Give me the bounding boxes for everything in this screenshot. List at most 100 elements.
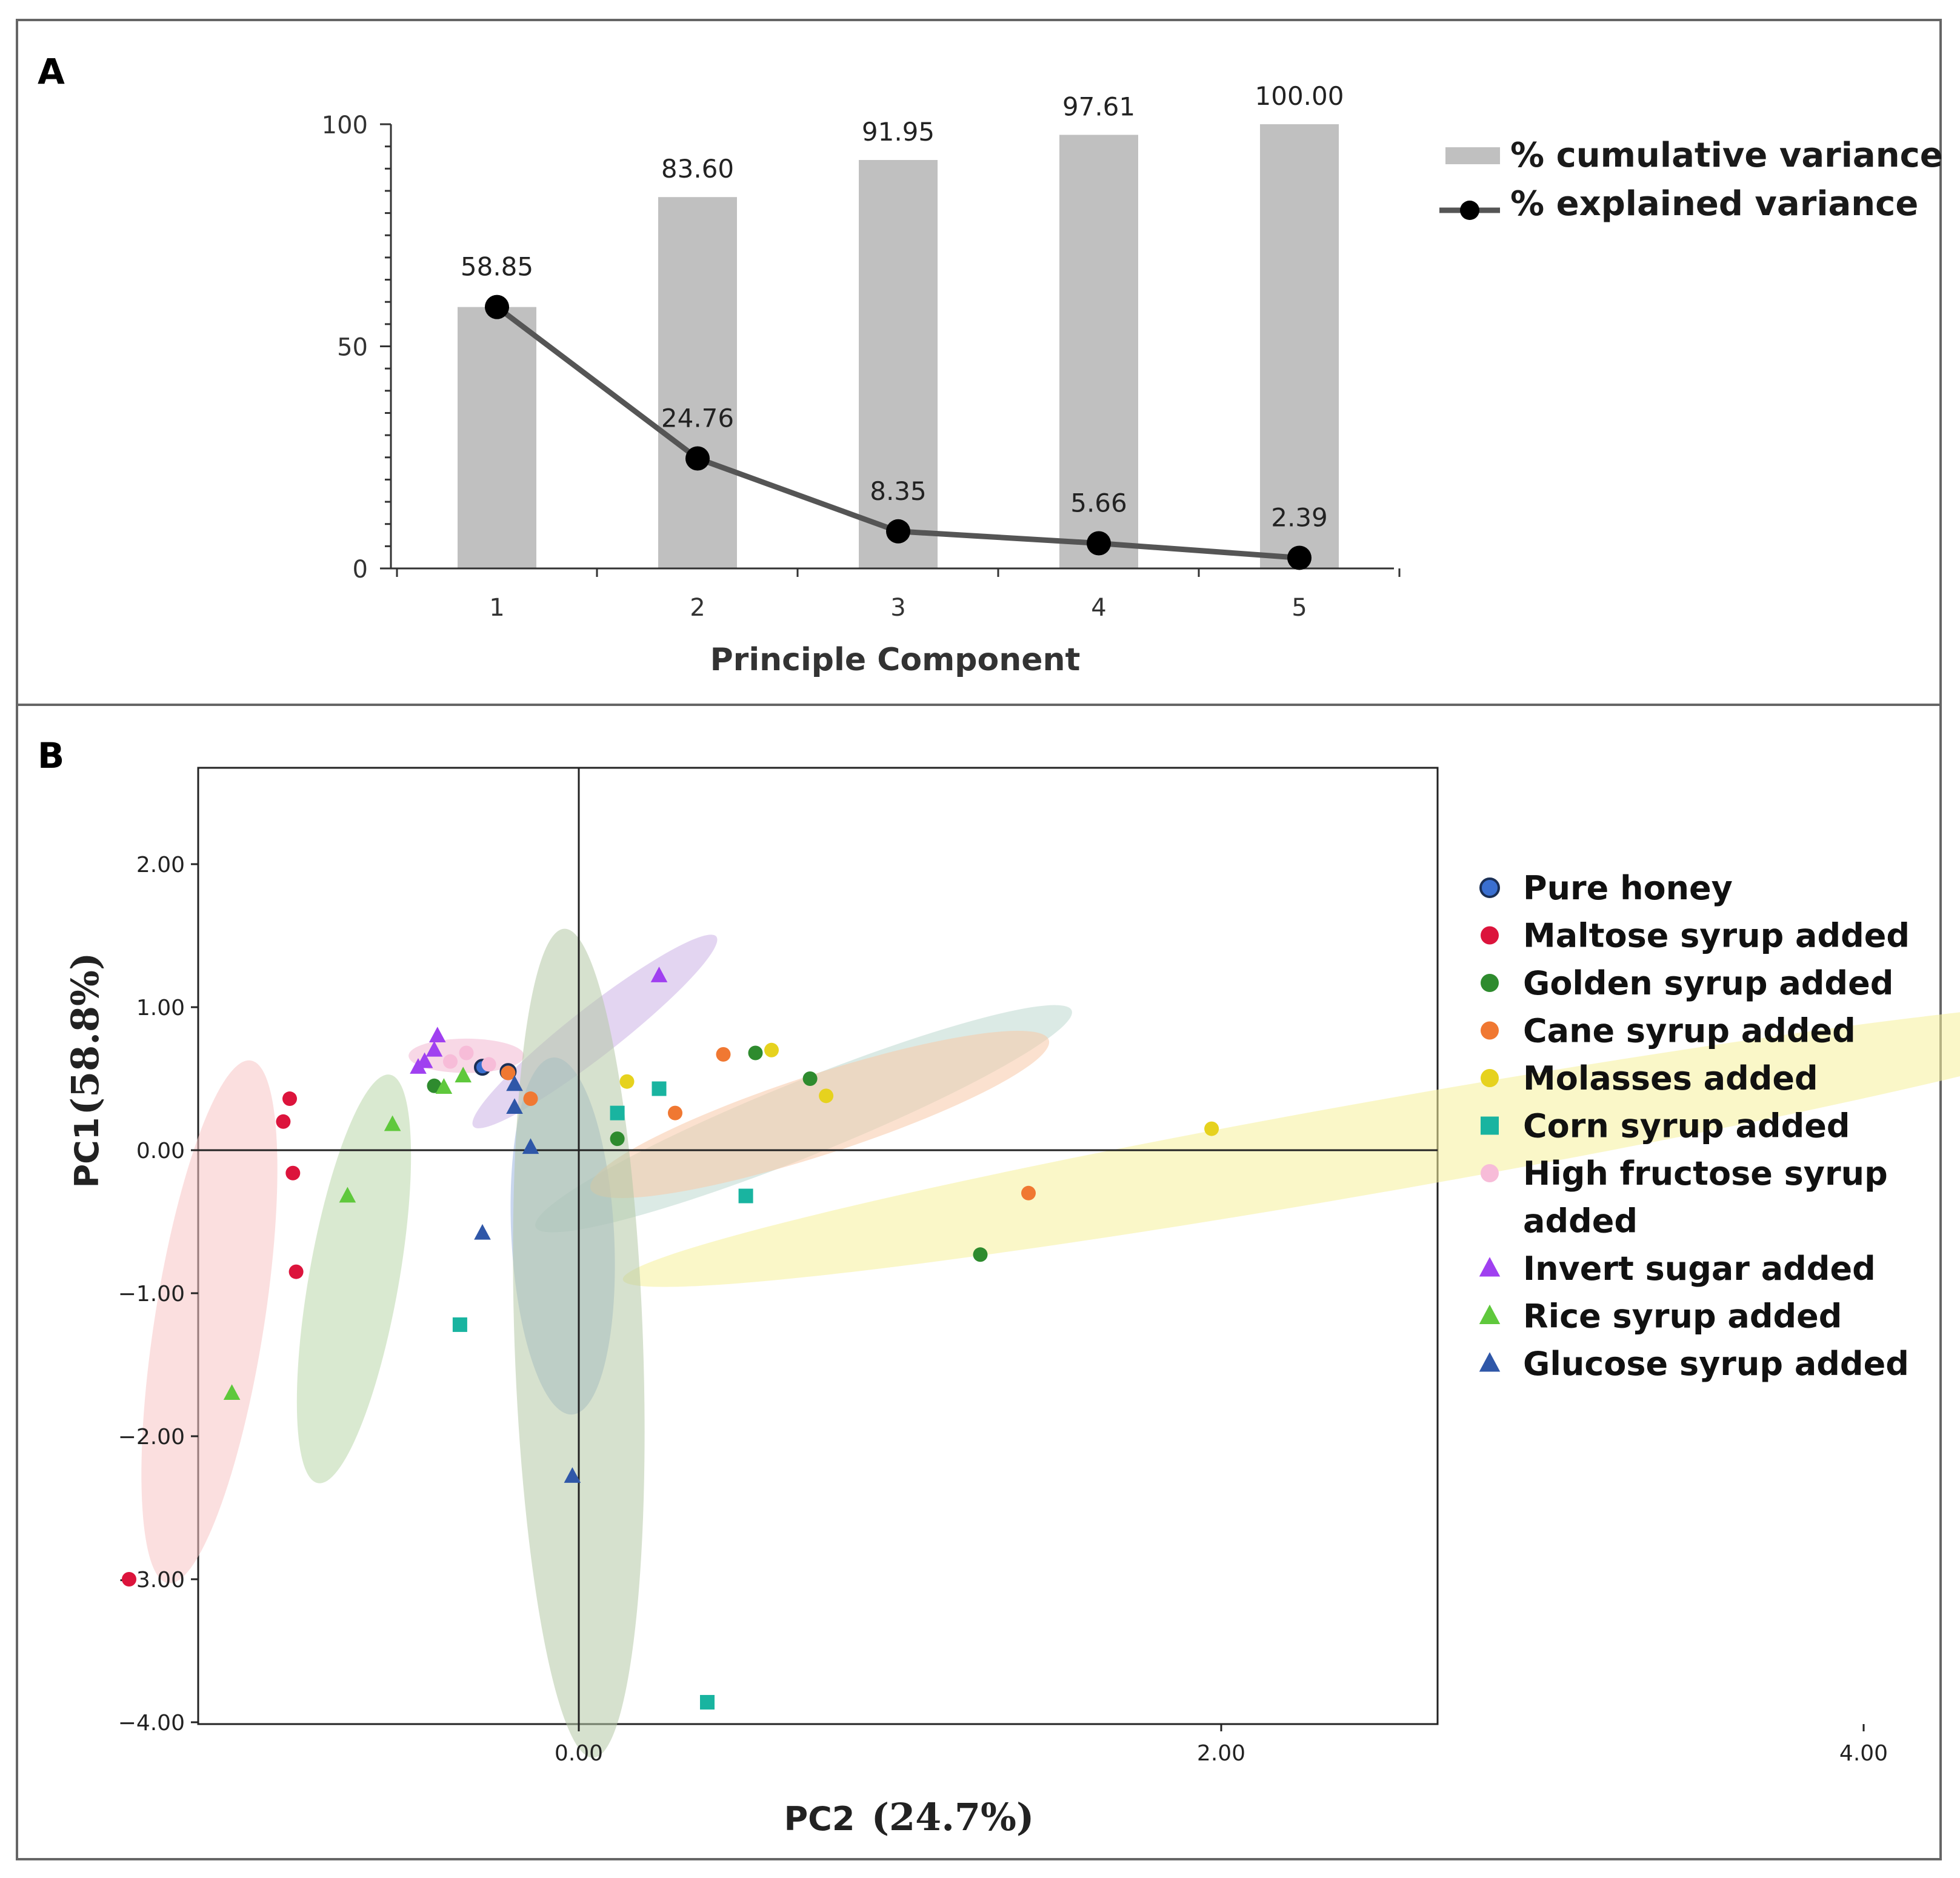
point-cane-syrup-added-3 — [716, 1047, 731, 1062]
point-golden-syrup-added-3 — [802, 1071, 818, 1086]
b-x-tick-label: 0.00 — [555, 1741, 603, 1766]
a-legend: % cumulative variance % explained varian… — [1439, 136, 1943, 224]
point-high-fructose-syrup-added-1 — [443, 1054, 458, 1069]
legend-marker-molasses-added — [1481, 1069, 1499, 1087]
panel-b: B −2.000.002.004.002.001.000.00−1.00−2.0… — [38, 735, 1960, 1839]
legend-explained-marker-icon — [1460, 201, 1479, 220]
a-x-tick-label: 4 — [1091, 594, 1106, 622]
explained-point-3 — [886, 519, 910, 544]
b-x-tick-label: 4.00 — [1839, 1741, 1888, 1766]
confidence-ellipse-7 — [622, 999, 1960, 1287]
cumulative-label-3: 91.95 — [862, 117, 935, 147]
confidence-ellipse-8 — [590, 1031, 1050, 1198]
point-corn-syrup-added-1 — [610, 1105, 625, 1120]
b-y-tick-label: −1.00 — [118, 1282, 185, 1307]
b-y-tick-label: −4.00 — [118, 1711, 185, 1736]
legend-label-corn-syrup-added: Corn syrup added — [1523, 1107, 1850, 1145]
point-glucose-syrup-added-5 — [564, 1467, 581, 1483]
explained-point-5 — [1287, 545, 1312, 570]
cumulative-label-2: 83.60 — [661, 154, 734, 184]
point-maltose-syrup-added-5 — [122, 1572, 136, 1587]
b-legend: Pure honey Maltose syrup added Golden syru… — [1479, 869, 1910, 1383]
point-corn-syrup-added-2 — [652, 1081, 667, 1096]
point-rice-syrup-added-5 — [223, 1384, 241, 1400]
point-rice-syrup-added-2 — [455, 1067, 472, 1083]
point-invert-sugar-added-5 — [650, 967, 668, 982]
legend-marker-high-fructose-syrup — [1481, 1164, 1499, 1182]
explained-label-2: 24.76 — [661, 404, 734, 433]
bar-cumulative-2 — [658, 197, 737, 568]
a-explained-line — [485, 295, 1312, 570]
legend-label-molasses-added: Molasses added — [1523, 1059, 1818, 1097]
point-maltose-syrup-added-2 — [276, 1114, 291, 1129]
legend-label-glucose-syrup-added: Glucose syrup added — [1523, 1345, 1909, 1383]
legend-label-pure-honey: Pure honey — [1523, 869, 1733, 907]
point-golden-syrup-added-2 — [748, 1045, 763, 1061]
figure-border — [16, 19, 1942, 1860]
a-axes: 0 50 100 1 2 3 4 5 — [322, 112, 1401, 622]
point-rice-syrup-added-1 — [435, 1078, 453, 1094]
point-maltose-syrup-added-3 — [285, 1165, 301, 1180]
point-golden-syrup-added-4 — [610, 1131, 625, 1147]
point-glucose-syrup-added-1 — [506, 1075, 523, 1091]
b-y-axis-title: PC1 (58.8%) — [63, 953, 107, 1188]
point-glucose-syrup-added-3 — [522, 1138, 539, 1154]
legend-label-high-fructose-syrup: High fructose syrup — [1523, 1154, 1888, 1193]
point-maltose-syrup-added-4 — [288, 1264, 304, 1279]
b-x-axis-title: PC2 (24.7%) — [784, 1795, 1035, 1839]
point-rice-syrup-added-4 — [339, 1187, 356, 1203]
b-x-axis-title-pc: PC2 — [784, 1800, 855, 1838]
b-y-axis-title-pct: (58.8%) — [63, 953, 107, 1116]
legend-marker-pure-honey — [1479, 877, 1500, 898]
confidence-ellipse-1 — [141, 1060, 278, 1583]
confidence-ellipse-2 — [296, 1074, 412, 1483]
point-corn-syrup-added-4 — [452, 1317, 467, 1332]
point-glucose-syrup-added-2 — [506, 1098, 523, 1114]
explained-label-4: 5.66 — [1070, 488, 1127, 518]
legend-label-golden-syrup-added: Golden syrup added — [1523, 964, 1893, 1002]
legend-cumulative-swatch — [1445, 147, 1500, 164]
b-y-tick-label: 2.00 — [136, 853, 185, 877]
legend-marker-invert-sugar-added — [1479, 1257, 1501, 1277]
point-molasses-added-2 — [764, 1042, 779, 1057]
panel-a-label: A — [38, 51, 65, 92]
explained-label-1: 58.85 — [461, 252, 533, 282]
point-molasses-added-1 — [619, 1074, 635, 1089]
explained-point-1 — [485, 295, 509, 319]
legend-marker-maltose-syrup-added — [1481, 926, 1499, 945]
panel-a: A 0 50 100 1 2 3 4 5 83.60 91.95 97.61 100.00 58.85… — [38, 51, 1943, 678]
point-corn-syrup-added-3 — [738, 1188, 753, 1204]
legend-marker-golden-syrup-added — [1481, 974, 1499, 992]
a-x-tick-label: 2 — [690, 594, 705, 622]
explained-point-2 — [685, 446, 710, 471]
cumulative-label-4: 97.61 — [1062, 92, 1135, 122]
bar-cumulative-5 — [1260, 124, 1339, 568]
legend-label-maltose-syrup-added: Maltose syrup added — [1523, 917, 1910, 955]
point-glucose-syrup-added-4 — [474, 1224, 491, 1240]
point-rice-syrup-added-3 — [384, 1115, 401, 1131]
a-x-axis-title: Principle Component — [710, 642, 1081, 678]
legend-marker-cane-syrup-added — [1481, 1021, 1499, 1040]
bar-cumulative-1 — [458, 307, 536, 568]
point-invert-sugar-added-1 — [429, 1027, 446, 1042]
point-golden-syrup-added-5 — [973, 1247, 988, 1262]
point-cane-syrup-added-2 — [523, 1091, 538, 1107]
legend-label-cane-syrup-added: Cane syrup added — [1523, 1012, 1856, 1050]
point-high-fructose-syrup-added-3 — [481, 1057, 496, 1072]
b-y-axis-title-pc: PC1 — [68, 1117, 106, 1188]
b-axes: −2.000.002.004.002.001.000.00−1.00−2.00−… — [118, 768, 1888, 1766]
b-points — [122, 967, 1219, 1710]
b-x-axis-title-pct: (24.7%) — [872, 1795, 1035, 1839]
bar-cumulative-4 — [1059, 135, 1138, 569]
b-y-tick-label: 1.00 — [136, 996, 185, 1021]
panel-b-label: B — [38, 735, 64, 776]
point-molasses-added-4 — [1204, 1121, 1219, 1136]
point-invert-sugar-added-2 — [425, 1041, 443, 1057]
a-x-tick-label: 5 — [1292, 594, 1307, 622]
point-high-fructose-syrup-added-2 — [459, 1045, 474, 1061]
legend-marker-glucose-syrup-added — [1479, 1352, 1501, 1372]
cumulative-label-5: 100.00 — [1255, 81, 1344, 111]
a-data-labels: 83.60 91.95 97.61 100.00 58.85 24.76 8.35 5.66 2… — [461, 81, 1344, 532]
explained-label-5: 2.39 — [1271, 502, 1328, 532]
